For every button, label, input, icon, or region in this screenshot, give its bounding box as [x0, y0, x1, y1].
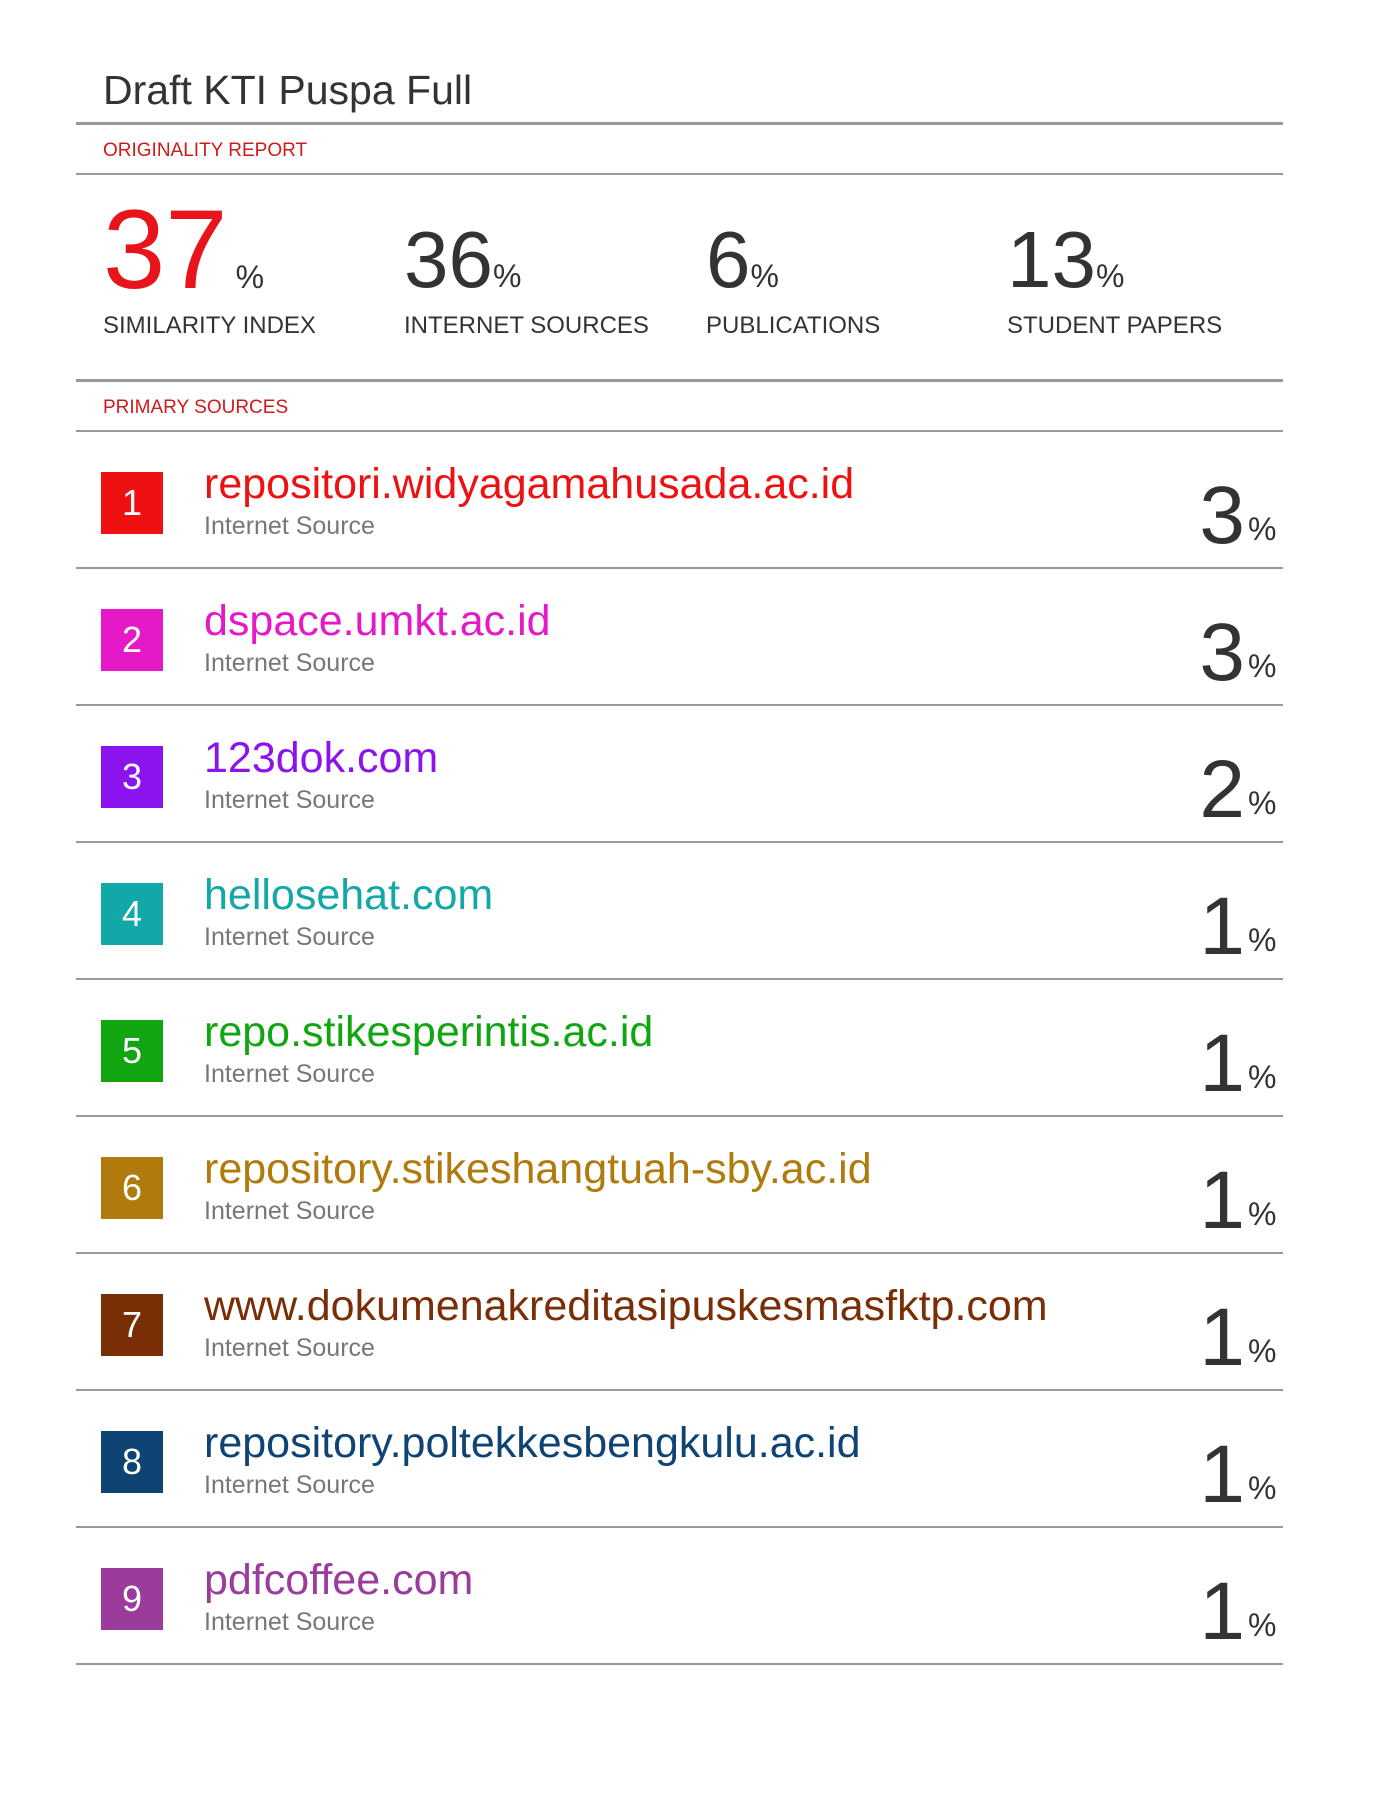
rule [76, 173, 1283, 175]
source-unit: % [1248, 1333, 1277, 1369]
rule [76, 704, 1283, 706]
stat-label: INTERNET SOURCES [404, 312, 649, 339]
stat-value: 13% [1007, 220, 1124, 300]
report-title: Draft KTI Puspa Full [103, 67, 473, 113]
rank-badge: 9 [101, 1568, 163, 1630]
rule [76, 1389, 1283, 1391]
rank-badge: 1 [101, 472, 163, 534]
stat-unit: % [1095, 258, 1125, 294]
rule [76, 978, 1283, 980]
rank-badge: 7 [101, 1294, 163, 1356]
source-unit: % [1248, 1196, 1277, 1232]
stat-number: 13 [1007, 215, 1096, 304]
source-name: repository.stikeshangtuah-sby.ac.id [204, 1145, 872, 1193]
source-percent: 1 [1199, 1018, 1245, 1109]
section-heading: ORIGINALITY REPORT [103, 140, 308, 161]
source-name: dspace.umkt.ac.id [204, 597, 551, 645]
source-percent: 1 [1199, 881, 1245, 972]
source-type: Internet Source [204, 649, 375, 677]
source-name: hellosehat.com [204, 871, 494, 919]
rule [76, 1526, 1283, 1528]
rule [76, 1115, 1283, 1117]
rank-badge: 4 [101, 883, 163, 945]
source-unit: % [1248, 785, 1277, 821]
source-name: repository.poltekkesbengkulu.ac.id [204, 1419, 861, 1467]
rule [76, 430, 1283, 432]
source-type: Internet Source [204, 1334, 375, 1362]
stat-number: 37 [103, 187, 228, 312]
rule [76, 1663, 1283, 1665]
source-unit: % [1248, 922, 1277, 958]
rank-badge: 6 [101, 1157, 163, 1219]
stat-unit: % [492, 258, 522, 294]
rule [76, 1252, 1283, 1254]
stat-number: 6 [706, 215, 751, 304]
source-name: repositori.widyagamahusada.ac.id [204, 460, 855, 508]
stat-label: STUDENT PAPERS [1007, 312, 1223, 339]
source-unit: % [1248, 1470, 1277, 1506]
source-unit: % [1248, 1059, 1277, 1095]
stat-number: 36 [404, 215, 493, 304]
source-percent: 1 [1199, 1155, 1245, 1246]
stat-unit: % [750, 258, 779, 294]
stat-label: PUBLICATIONS [706, 312, 881, 339]
rank-badge: 5 [101, 1020, 163, 1082]
rule [76, 841, 1283, 843]
source-percent: 1 [1199, 1292, 1245, 1383]
source-percent: 2 [1199, 744, 1245, 835]
source-type: Internet Source [204, 512, 375, 540]
source-type: Internet Source [204, 923, 375, 951]
source-percent: 1 [1199, 1566, 1245, 1657]
stat-unit: % [235, 259, 265, 295]
source-name: www.dokumenakreditasipuskesmasfktp.com [204, 1282, 1048, 1330]
rank-badge: 8 [101, 1431, 163, 1493]
source-percent: 3 [1199, 470, 1245, 561]
source-type: Internet Source [204, 786, 375, 814]
source-unit: % [1248, 648, 1277, 684]
source-name: repo.stikesperintis.ac.id [204, 1008, 654, 1056]
source-type: Internet Source [204, 1471, 375, 1499]
source-name: pdfcoffee.com [204, 1556, 474, 1604]
section-heading: PRIMARY SOURCES [103, 397, 289, 418]
source-type: Internet Source [204, 1608, 375, 1636]
rule [76, 379, 1283, 382]
source-type: Internet Source [204, 1060, 375, 1088]
rule [76, 567, 1283, 569]
source-type: Internet Source [204, 1197, 375, 1225]
rank-badge: 3 [101, 746, 163, 808]
source-unit: % [1248, 1607, 1277, 1643]
stat-value: 37% [103, 194, 264, 306]
source-percent: 1 [1199, 1429, 1245, 1520]
source-name: 123dok.com [204, 734, 439, 782]
source-percent: 3 [1199, 607, 1245, 698]
stat-value: 36% [404, 220, 521, 300]
rank-badge: 2 [101, 609, 163, 671]
source-unit: % [1248, 511, 1277, 547]
stat-label: SIMILARITY INDEX [103, 312, 316, 339]
rule [76, 122, 1283, 125]
stat-value: 6% [706, 220, 779, 300]
